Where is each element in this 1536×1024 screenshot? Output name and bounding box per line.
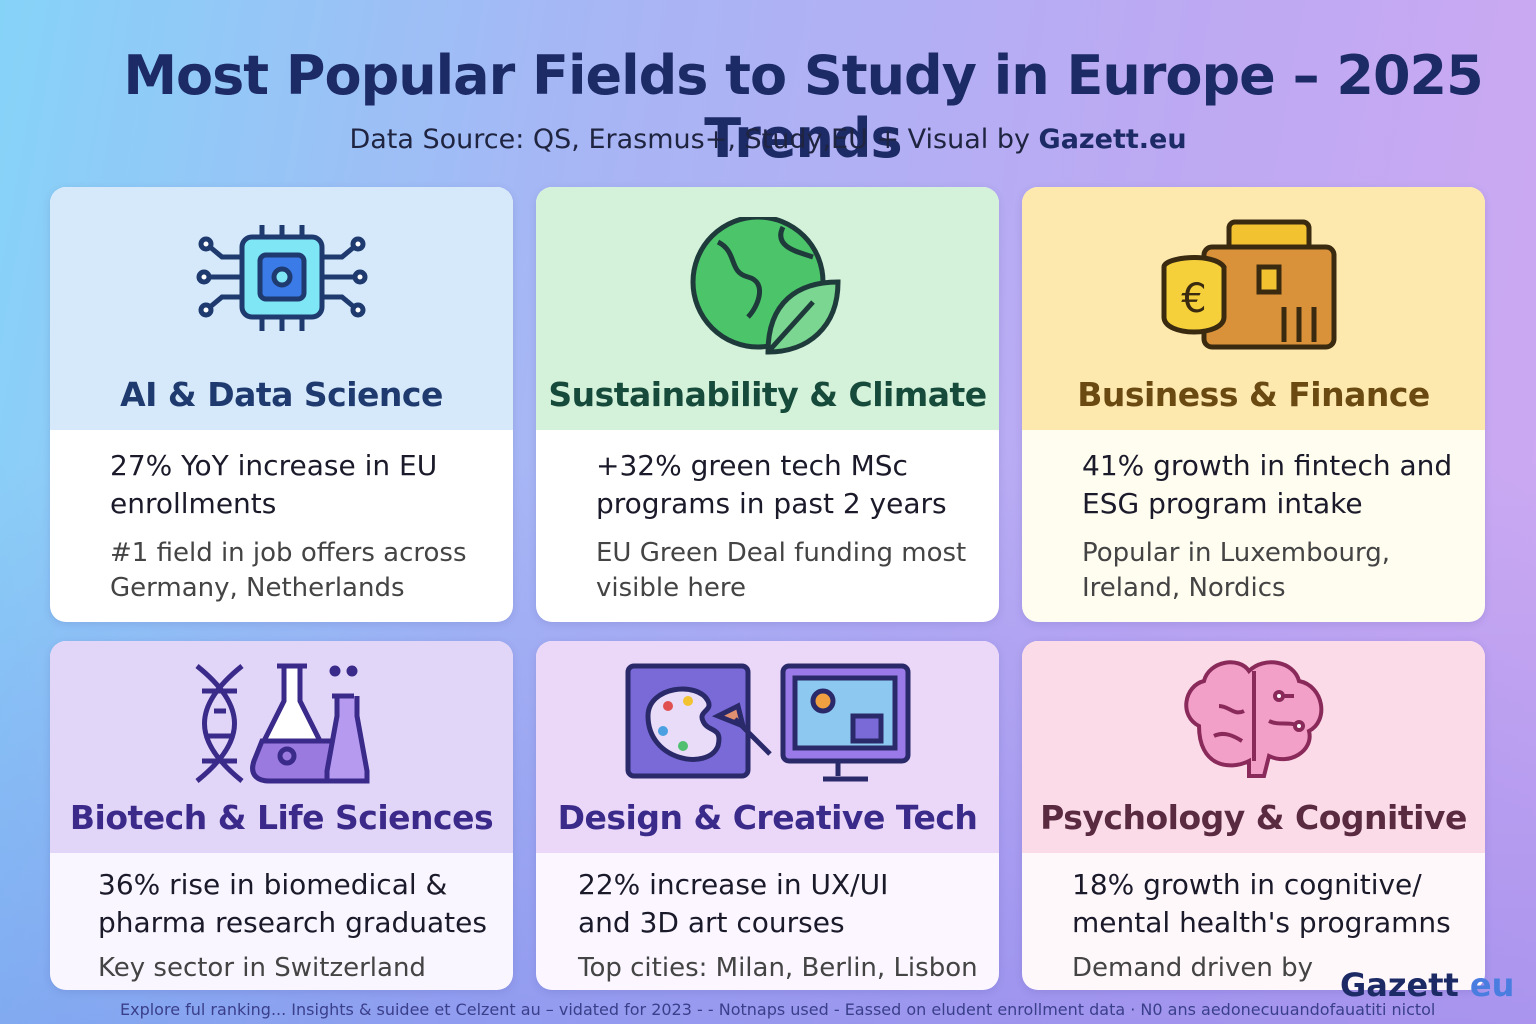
card-note: Top cities: Milan, Berlin, Lisbon <box>578 953 978 983</box>
card: Psychology & Cognitive 18% growth in cog… <box>1022 641 1485 990</box>
card-title: Design & Creative Tech <box>557 798 978 837</box>
card-note: EU Green Deal funding most visible here <box>596 538 967 603</box>
card-stat: 18% growth in cognitive/ mental health's… <box>1072 868 1451 939</box>
card-stat: 36% rise in biomedical & pharma research… <box>98 868 487 939</box>
svg-text:€: € <box>1181 276 1206 322</box>
card-title: AI & Data Science <box>120 375 443 414</box>
subtitle-text: Data Source: QS, Erasmus+, Study,EU + Vi… <box>349 124 1030 155</box>
card-note: Demand driven by <box>1072 953 1313 983</box>
chip-icon <box>196 225 367 331</box>
subtitle: Data Source: QS, Erasmus+, Study,EU + Vi… <box>0 124 1536 155</box>
card-note: Popular in Luxembourg, Ireland, Nordics <box>1082 538 1391 603</box>
card-title: Biotech & Life Sciences <box>69 798 494 837</box>
globe-leaf-icon <box>690 217 841 355</box>
card: AI & Data Science 27% YoY increase in EU… <box>50 187 513 622</box>
card: € Business & Finance 41% growth in finte… <box>1022 187 1485 622</box>
card-title: Business & Finance <box>1077 375 1430 414</box>
logo-name: Gazett <box>1340 966 1459 1004</box>
card-note: Key sector in Switzerland <box>98 953 426 983</box>
card-title: Psychology & Cognitive <box>1040 798 1467 837</box>
card-header <box>536 641 999 853</box>
card-title: Sustainability & Climate <box>548 375 987 414</box>
card: Design & Creative Tech 22% increase in U… <box>536 641 999 990</box>
card-note: #1 field in job offers across Germany, N… <box>110 538 467 603</box>
briefcase-icon: € <box>1161 219 1336 350</box>
logo: Gazett eu <box>1340 966 1514 1004</box>
footer-note: Explore ful ranking... Insights & suidee… <box>120 1000 1436 1019</box>
card-stat: 27% YoY increase in EU enrollments <box>110 449 438 520</box>
subtitle-brand: Gazett.eu <box>1038 124 1187 155</box>
brain-icon <box>1183 660 1323 778</box>
card-stat: +32% green tech MSc programs in past 2 y… <box>596 449 947 520</box>
card-stat: 41% growth in fintech and ESG program in… <box>1082 449 1453 520</box>
card-stat: 22% increase in UX/UI and 3D art courses <box>578 868 889 939</box>
dna-flask-icon <box>194 663 369 784</box>
card: Biotech & Life Sciences 36% rise in biom… <box>50 641 513 990</box>
card: Sustainability & Climate +32% green tech… <box>536 187 999 622</box>
design-icon <box>625 663 910 782</box>
logo-suffix: eu <box>1469 966 1515 1004</box>
page-title: Most Popular Fields to Study in Europe –… <box>123 44 1483 170</box>
